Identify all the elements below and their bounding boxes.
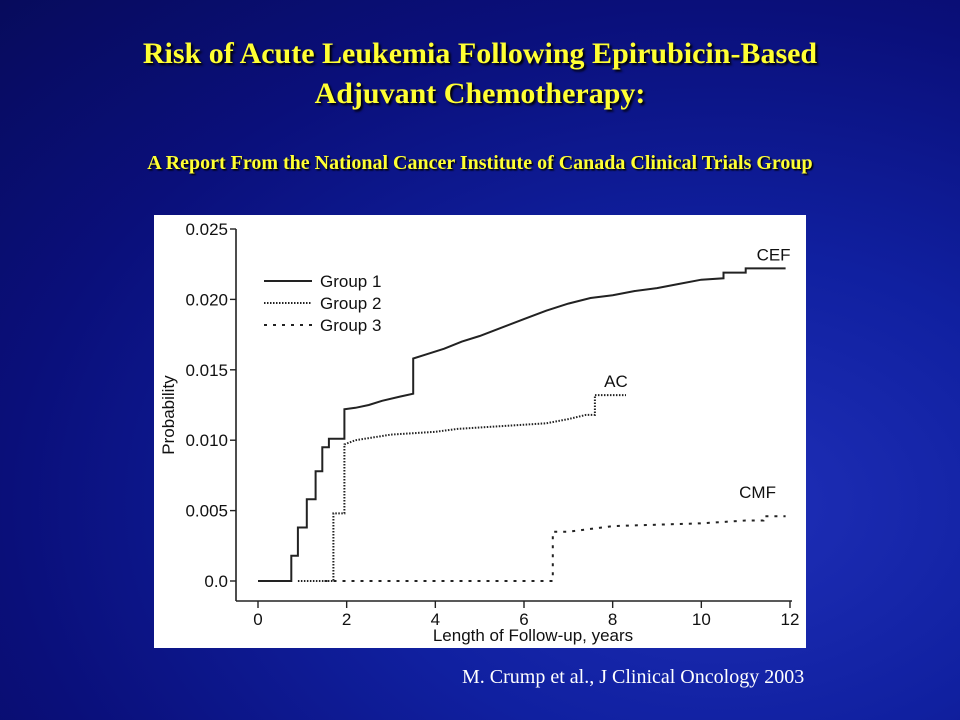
x-tick-label: 0 — [253, 610, 262, 629]
title-line-1: Risk of Acute Leukemia Following Epirubi… — [142, 37, 818, 70]
y-tick-label: 0.005 — [185, 502, 228, 521]
y-tick-label: 0.025 — [185, 220, 228, 239]
cumulative-incidence-chart: 0.0 0.005 0.010 0.015 0.020 0.025 0 2 4 6 8 10 12 Len… — [159, 220, 800, 645]
x-axis-label: Length of Follow-up, years — [433, 626, 633, 645]
title-line-2: Adjuvant Chemotherapy: — [314, 77, 646, 110]
series-line-1 — [258, 267, 786, 582]
x-tick-label: 10 — [692, 610, 711, 629]
y-tick-label: 0.015 — [185, 361, 228, 380]
legend-label-2: Group 2 — [320, 294, 381, 313]
x-tick-label: 6 — [519, 610, 528, 629]
y-axis-label: Probability — [159, 375, 178, 455]
series-end-label-2: AC — [604, 372, 628, 391]
legend-label-3: Group 3 — [320, 316, 381, 335]
slide-subtitle: A Report From the National Cancer Instit… — [147, 152, 813, 174]
series-line-3 — [324, 515, 786, 582]
y-tick-label: 0.0 — [204, 572, 228, 591]
slide-title: Risk of Acute Leukemia Following Epirubi… — [0, 34, 960, 114]
legend-label-1: Group 1 — [320, 272, 381, 291]
x-tick-label: 4 — [431, 610, 440, 629]
series-end-label-3: CMF — [739, 483, 776, 502]
x-tick-label: 8 — [608, 610, 617, 629]
y-tick-label: 0.020 — [185, 290, 228, 309]
y-tick-label: 0.010 — [185, 431, 228, 450]
series-line-2 — [297, 394, 626, 582]
citation: M. Crump et al., J Clinical Oncology 200… — [462, 666, 805, 688]
x-tick-label: 12 — [781, 610, 800, 629]
chart-figure: 0.0 0.005 0.010 0.015 0.020 0.025 0 2 4 6 8 10 12 Len… — [154, 215, 806, 648]
series-end-label-1: CEF — [757, 245, 791, 264]
x-tick-label: 2 — [342, 610, 351, 629]
